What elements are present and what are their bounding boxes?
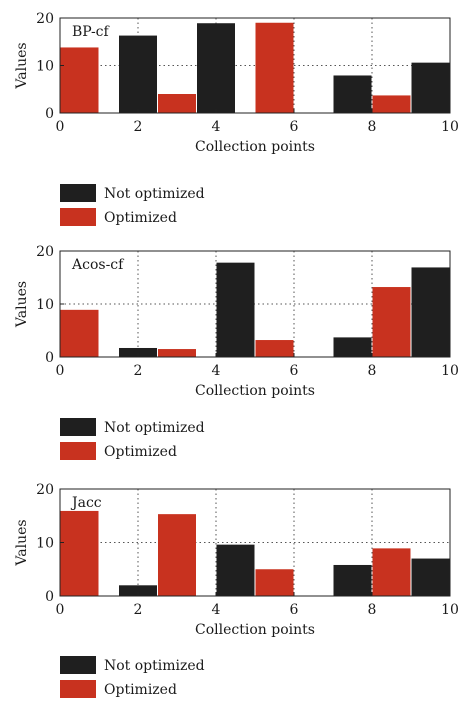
legend-swatch-not-optimized — [60, 184, 96, 202]
y-tick-label: 0 — [45, 589, 54, 605]
x-tick-label: 6 — [290, 363, 299, 379]
bar-not-optimized — [333, 337, 372, 357]
y-tick-label: 10 — [36, 59, 54, 75]
y-axis-label: Values — [14, 519, 30, 566]
bar-optimized — [60, 309, 99, 357]
bar-optimized — [60, 510, 99, 596]
x-tick-label: 10 — [441, 363, 459, 379]
bar-not-optimized — [119, 585, 157, 596]
x-tick-label: 0 — [56, 119, 65, 135]
y-tick-label: 20 — [36, 11, 54, 27]
bar-optimized — [372, 287, 411, 357]
panel-title: Acos-cf — [71, 257, 125, 273]
bar-not-optimized — [411, 62, 450, 113]
x-tick-label: 2 — [134, 119, 143, 135]
legend-label: Optimized — [104, 682, 177, 698]
bar-not-optimized — [333, 564, 372, 596]
bar-optimized — [158, 514, 196, 596]
legend-swatch-optimized — [60, 208, 96, 226]
y-tick-label: 10 — [36, 536, 54, 552]
bar-optimized — [158, 349, 196, 357]
y-tick-label: 0 — [45, 350, 54, 366]
bar-not-optimized — [216, 262, 255, 357]
legend-swatch-not-optimized — [60, 656, 96, 674]
bar-not-optimized — [411, 558, 450, 596]
legend-swatch-optimized — [60, 442, 96, 460]
y-axis-label: Values — [14, 281, 30, 328]
bar-optimized — [60, 47, 99, 114]
panel-title: BP-cf — [72, 24, 111, 40]
y-tick-label: 20 — [36, 244, 54, 260]
x-axis-label: Collection points — [195, 383, 315, 399]
x-tick-label: 8 — [368, 363, 377, 379]
x-tick-label: 8 — [368, 119, 377, 135]
bar-optimized — [372, 95, 411, 113]
legend-label: Not optimized — [104, 186, 205, 202]
x-tick-label: 6 — [290, 119, 299, 135]
x-tick-label: 4 — [212, 119, 221, 135]
x-tick-label: 0 — [56, 363, 65, 379]
bar-optimized — [255, 340, 294, 357]
legend-swatch-optimized — [60, 680, 96, 698]
bar-not-optimized — [119, 35, 157, 114]
bar-optimized — [158, 94, 196, 113]
x-axis-label: Collection points — [195, 139, 315, 155]
x-tick-label: 0 — [56, 602, 65, 618]
bar-not-optimized — [333, 75, 372, 113]
legend-label: Optimized — [104, 210, 177, 226]
x-tick-label: 2 — [134, 363, 143, 379]
legend-swatch-not-optimized — [60, 418, 96, 436]
bar-optimized — [255, 22, 294, 113]
chart-panel-3: 0 10 20 0 2 4 6 8 10 Jacc Collection points Values N… — [14, 482, 459, 698]
bar-not-optimized — [197, 23, 235, 114]
x-tick-label: 6 — [290, 602, 299, 618]
chart-panel-2: 0 10 20 0 2 4 6 8 10 Acos-cf Collection points Valu… — [14, 244, 459, 460]
x-tick-label: 8 — [368, 602, 377, 618]
legend-label: Not optimized — [104, 658, 205, 674]
bar-not-optimized — [216, 544, 255, 596]
x-tick-label: 4 — [212, 602, 221, 618]
x-axis-label: Collection points — [195, 622, 315, 638]
legend-label: Not optimized — [104, 420, 205, 436]
y-tick-label: 0 — [45, 106, 54, 122]
y-axis-label: Values — [14, 42, 30, 89]
y-tick-label: 10 — [36, 297, 54, 313]
y-tick-label: 20 — [36, 482, 54, 498]
x-tick-label: 4 — [212, 363, 221, 379]
bar-optimized — [255, 569, 294, 596]
x-tick-label: 10 — [441, 119, 459, 135]
x-tick-label: 2 — [134, 602, 143, 618]
x-tick-label: 10 — [441, 602, 459, 618]
panel-title: Jacc — [70, 495, 102, 511]
bar-optimized — [372, 548, 411, 596]
chart-panel-1: 0 10 20 0 2 4 6 8 10 BP-cf Collection points Values… — [14, 11, 459, 226]
legend-label: Optimized — [104, 444, 177, 460]
bar-not-optimized — [119, 347, 157, 357]
bar-not-optimized — [411, 267, 450, 357]
